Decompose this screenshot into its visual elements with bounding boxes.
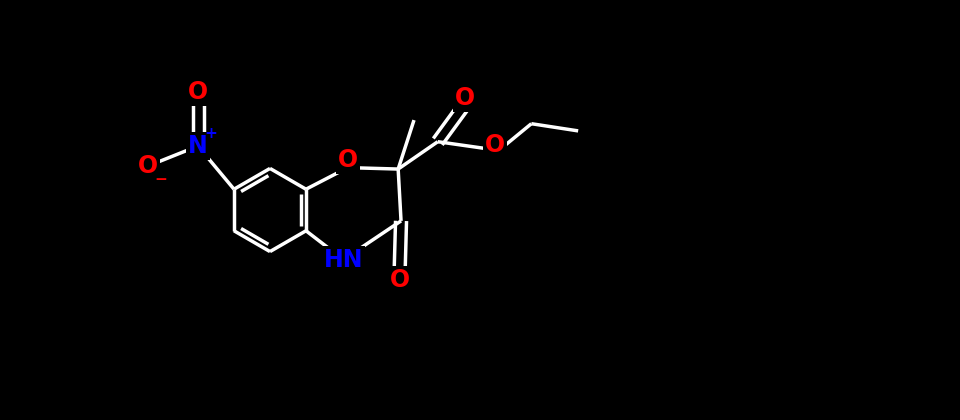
Text: O: O: [485, 133, 505, 157]
Text: O: O: [338, 147, 358, 172]
Text: O: O: [455, 86, 475, 110]
Text: −: −: [155, 172, 167, 186]
Text: O: O: [137, 154, 157, 178]
Text: O: O: [390, 268, 410, 292]
Text: O: O: [188, 80, 208, 104]
Text: HN: HN: [324, 247, 363, 272]
Text: +: +: [204, 126, 217, 141]
Text: N: N: [188, 134, 208, 158]
